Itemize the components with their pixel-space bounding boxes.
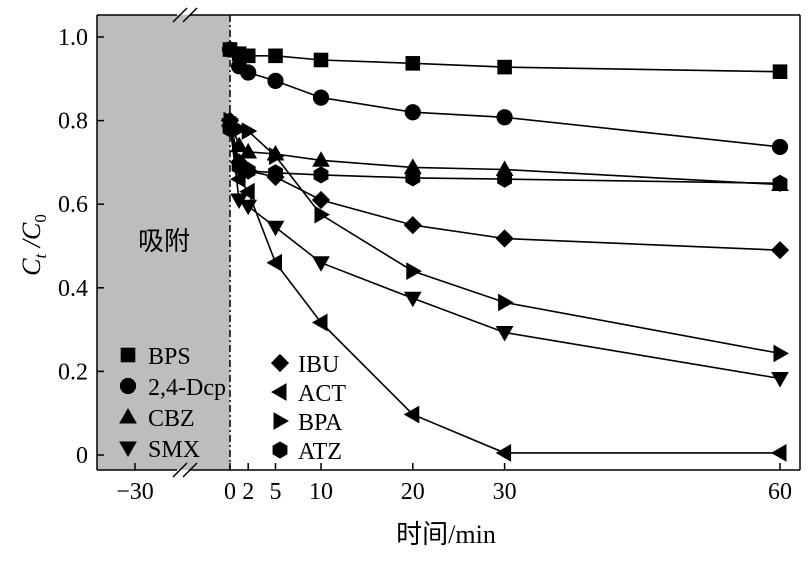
legend-marker-act <box>270 383 287 401</box>
data-point-bps-4 <box>313 52 329 68</box>
bottom-axis-break-mark-0 <box>172 462 188 478</box>
y-axis-title-sub1: t <box>31 252 50 258</box>
series-2-4-dcp <box>221 41 789 156</box>
x-tick-label-2: 2 <box>242 479 254 505</box>
legend: BPS 2,4-Dcp CBZ SMX IBU ACT BPA ATZ <box>119 344 346 465</box>
x-tick-label-6: 30 <box>493 479 517 505</box>
data-point-2-4-dcp-0 <box>221 41 239 58</box>
data-point-atz-4 <box>313 166 329 184</box>
data-point-ibu-4 <box>311 190 331 210</box>
data-point-bpa-7 <box>773 344 790 363</box>
data-point-ibu-7 <box>770 241 790 260</box>
data-point-atz-0 <box>222 120 238 138</box>
legend-marker-ibu <box>270 353 290 373</box>
data-point-ibu-5 <box>403 215 422 235</box>
data-point-act-3 <box>266 253 282 272</box>
legend-marker-cbz <box>119 407 137 424</box>
data-point-ibu-6 <box>495 229 514 248</box>
data-point-act-2 <box>239 182 255 201</box>
legend-marker-bpa <box>273 412 290 430</box>
y-axis-title-mid: /C <box>17 222 46 254</box>
legend-label-ibu: IBU <box>298 352 339 378</box>
data-point-atz-2 <box>240 162 256 180</box>
y-axis-title-main: C <box>17 258 46 276</box>
legend-label-cbz: CBZ <box>148 406 195 432</box>
data-point-bpa-2 <box>241 122 258 140</box>
x-tick-label-3: 5 <box>270 479 282 505</box>
data-point-2-4-dcp-4 <box>312 89 330 106</box>
data-point-bpa-3 <box>269 147 285 165</box>
legend-marker-atz <box>272 441 288 459</box>
x-tick-label-0: −30 <box>116 479 154 505</box>
data-point-act-7 <box>770 444 787 462</box>
x-tick-label-1: 0 <box>224 479 236 505</box>
adsorption-region <box>97 15 230 470</box>
data-point-smx-3 <box>266 220 285 237</box>
series-act <box>220 115 787 462</box>
legend-label-bpa: BPA <box>298 410 343 436</box>
data-point-smx-4 <box>312 256 330 272</box>
data-point-cbz-2 <box>239 142 258 159</box>
data-point-smx-7 <box>771 372 789 388</box>
data-point-cbz-4 <box>312 151 330 167</box>
bottom-axis-break-mark-1 <box>182 462 198 478</box>
y-tick-label-1: 0.2 <box>58 359 88 385</box>
data-point-act-4 <box>311 313 328 332</box>
legend-marker-smx <box>119 441 137 458</box>
top-axis-break-mark-0 <box>172 7 188 23</box>
legend-label-2-4-dcp: 2,4-Dcp <box>148 375 226 401</box>
data-point-bps-7 <box>772 64 788 79</box>
legend-marker-bps <box>120 347 136 363</box>
series-atz <box>222 120 788 192</box>
data-point-act-5 <box>403 405 420 424</box>
y-tick-label-3: 0.6 <box>58 192 88 218</box>
data-point-smx-5 <box>403 291 422 308</box>
y-tick-label-4: 0.8 <box>58 109 88 135</box>
data-point-bpa-4 <box>314 205 331 224</box>
legend-marker-2-4-dcp <box>119 377 137 395</box>
top-axis-break-mark-1 <box>182 7 198 23</box>
axes-layer: 00.20.40.60.81.0−30 0 2 5 10 20 30 60 <box>58 7 801 505</box>
y-axis-title: Ct /C0 <box>17 214 50 276</box>
legend-label-bps: BPS <box>148 344 191 370</box>
data-point-bpa-5 <box>406 262 422 280</box>
data-point-atz-7 <box>772 174 788 192</box>
x-tick-label-7: 60 <box>768 479 792 505</box>
data-point-bps-6 <box>497 59 512 75</box>
data-point-atz-6 <box>497 170 513 188</box>
x-axis-title: 时间/min <box>396 520 496 549</box>
data-point-bpa-6 <box>498 293 514 312</box>
data-point-atz-5 <box>405 169 421 187</box>
y-tick-label-0: 0 <box>76 443 88 469</box>
data-point-2-4-dcp-6 <box>496 109 513 126</box>
x-tick-label-5: 20 <box>401 479 425 505</box>
y-axis-title-sub2: 0 <box>31 214 50 223</box>
series-bps <box>222 42 788 79</box>
y-tick-label-2: 0.4 <box>58 276 88 302</box>
data-point-2-4-dcp-2 <box>240 64 257 81</box>
data-point-bps-5 <box>405 56 421 71</box>
data-point-2-4-dcp-5 <box>404 104 421 121</box>
data-point-2-4-dcp-7 <box>771 138 789 156</box>
legend-label-atz: ATZ <box>298 439 342 465</box>
legend-label-smx: SMX <box>148 437 200 463</box>
data-point-atz-3 <box>268 164 283 182</box>
adsorption-label: 吸附 <box>138 227 190 256</box>
data-point-bps-3 <box>268 48 283 64</box>
data-point-smx-6 <box>495 326 514 342</box>
data-point-2-4-dcp-3 <box>267 72 284 89</box>
y-tick-label-5: 1.0 <box>58 25 88 51</box>
series-bpa <box>223 111 790 363</box>
data-point-bps-2 <box>240 48 256 64</box>
legend-label-act: ACT <box>298 381 346 407</box>
series-layer <box>220 41 790 462</box>
data-point-act-6 <box>495 444 512 462</box>
x-tick-label-4: 10 <box>309 479 333 505</box>
